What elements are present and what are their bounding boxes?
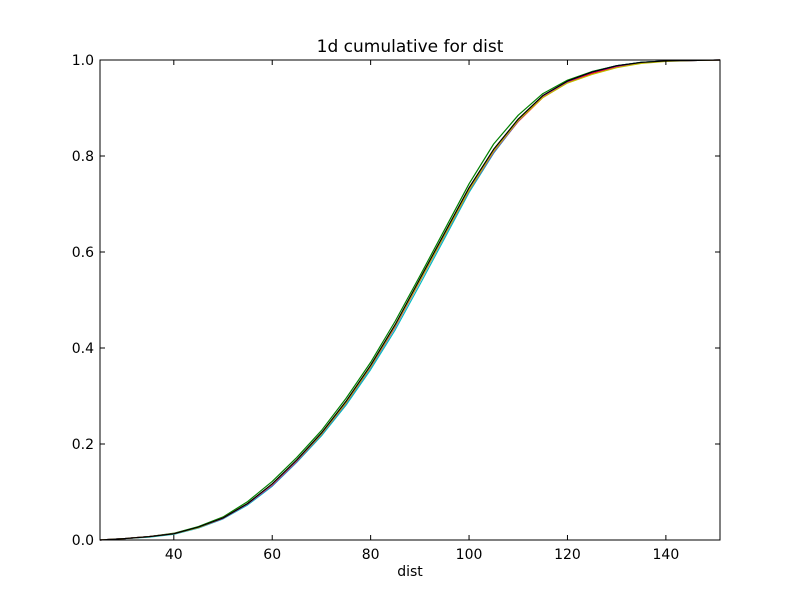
series-line-6 bbox=[99, 59, 721, 541]
x-tick-label: 140 bbox=[653, 547, 680, 563]
x-axis-label: dist bbox=[397, 564, 423, 580]
series-layer bbox=[99, 59, 721, 541]
x-tick-label: 120 bbox=[554, 547, 581, 563]
x-tick-label: 40 bbox=[165, 547, 183, 563]
series-line-5 bbox=[99, 59, 721, 541]
y-tick-label: 0.2 bbox=[72, 437, 94, 453]
plot-frame bbox=[99, 59, 721, 541]
x-tick-label: 100 bbox=[456, 547, 483, 563]
y-tick-label: 0.0 bbox=[72, 533, 94, 549]
y-tick-label: 0.8 bbox=[72, 149, 94, 165]
ticks-layer: 40 60 80 100 120 140 0.0 0.2 0.4 0.6 0.8 1.0 bbox=[72, 53, 720, 563]
chart-title: 1d cumulative for dist bbox=[317, 37, 504, 57]
x-tick-label: 60 bbox=[263, 547, 281, 563]
y-tick-label: 1.0 bbox=[72, 53, 94, 69]
y-tick-label: 0.4 bbox=[72, 341, 94, 357]
x-tick-label: 80 bbox=[362, 547, 380, 563]
y-tick-label: 0.6 bbox=[72, 245, 94, 261]
